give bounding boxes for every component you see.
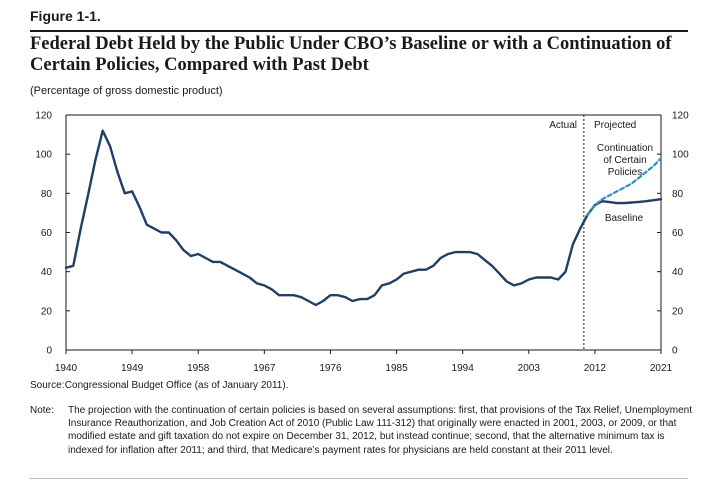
y-tick-label-left: 0 [46,346,52,357]
x-tick-label: 1940 [55,363,78,374]
x-tick-label: 2003 [518,363,541,374]
y-tick-label-left: 80 [41,189,53,200]
y-tick-label-right: 40 [672,267,684,278]
source-line: Source: Congressional Budget Office (as … [30,380,288,391]
x-tick-label: 2021 [650,363,673,374]
series-layer [64,129,663,307]
bottom-rule [30,478,688,479]
note-label: Note: [30,405,54,416]
x-tick-label: 2012 [584,363,607,374]
annotation-projected: Projected [594,120,636,131]
annotation-continuation-1: Continuation [597,143,653,154]
x-tick-label: 1976 [319,363,342,374]
chart-title: Federal Debt Held by the Public Under CB… [30,34,672,75]
annotation-continuation-2: of Certain [603,155,646,166]
y-tick-label-right: 120 [672,111,689,122]
y-tick-label-right: 80 [672,189,684,200]
x-tick-label: 1985 [385,363,408,374]
figure-label: Figure 1-1. [30,8,101,24]
x-tick-label: 1967 [253,363,276,374]
note-text: The projection with the continuation of … [68,405,693,456]
annotation-continuation-3: Policies [608,167,642,178]
y-tick-label-left: 40 [41,267,53,278]
y-tick-label-left: 100 [35,150,52,161]
annotation-actual: Actual [549,120,577,131]
line-chart: 0 20 40 60 80 100 120 0 20 40 60 80 100 120 1940 1949… [35,111,689,375]
y-tick-label-right: 20 [672,306,684,317]
y-tick-label-right: 60 [672,228,684,239]
chart-annotations: Actual Projected Continuation of Certain… [549,120,653,224]
y-tick-label-left: 60 [41,228,53,239]
annotation-baseline: Baseline [605,213,644,224]
note-block: Note: The projection with the continuati… [30,404,694,457]
source-label: Source: [30,380,65,391]
series-line-continuation [586,157,663,216]
y-tick-label-right: 0 [672,346,678,357]
x-tick-label: 1958 [187,363,210,374]
y-axis-right: 0 20 40 60 80 100 120 [657,111,689,357]
title-rule [30,30,688,32]
y-tick-label-right: 100 [672,150,689,161]
chart-subtitle: (Percentage of gross domestic product) [30,85,223,97]
y-axis-left: 0 20 40 60 80 100 120 [35,111,70,357]
series-line-actual [64,129,582,307]
y-tick-label-left: 120 [35,111,52,122]
x-axis: 1940 1949 1958 1967 1976 1985 1994 2003 2012 2021 [55,350,673,374]
x-tick-label: 1949 [121,363,144,374]
y-tick-label-left: 20 [41,306,53,317]
source-text: Congressional Budget Office (as of Janua… [64,380,289,391]
chart-frame [65,114,662,351]
x-tick-label: 1994 [452,363,475,374]
